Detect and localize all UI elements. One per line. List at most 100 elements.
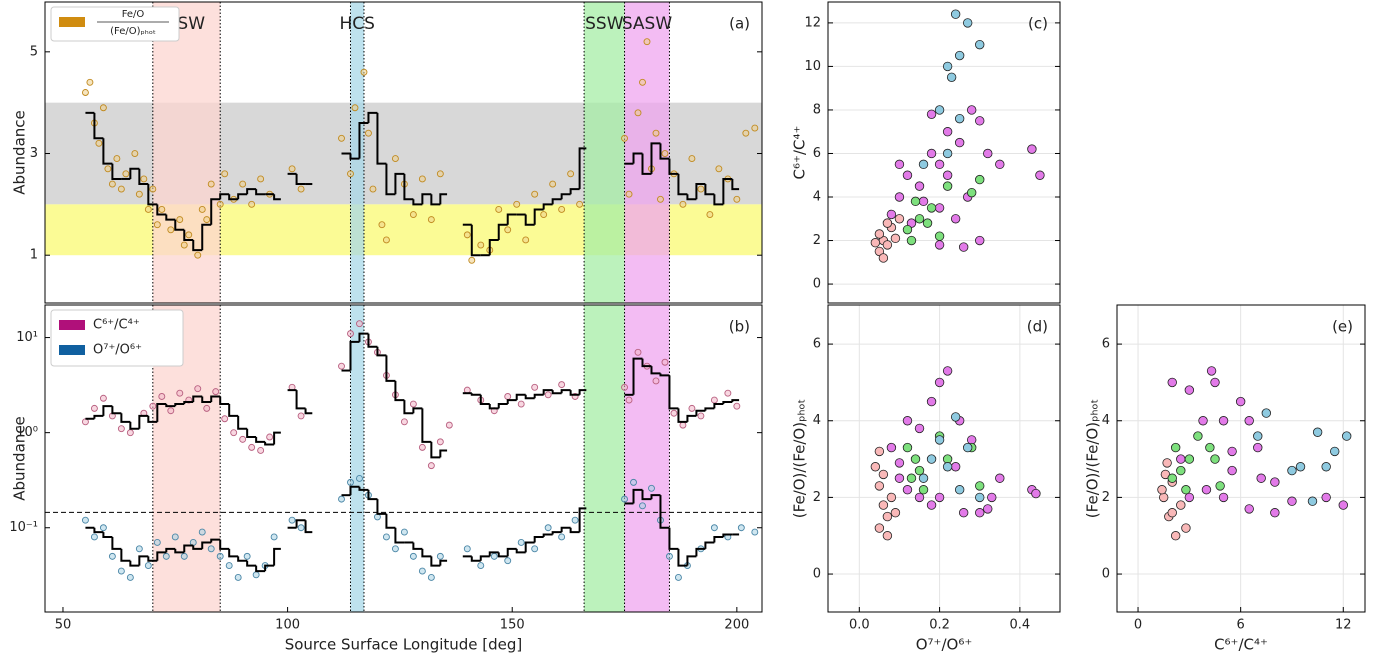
- panel-label: (b): [729, 318, 750, 336]
- step-line: [439, 193, 448, 205]
- point: [950, 412, 961, 422]
- step-line: [641, 153, 652, 175]
- step-line: [394, 172, 405, 195]
- point: [400, 418, 408, 426]
- y-tick-label: 0: [813, 277, 821, 292]
- x-tick-label: 0.4: [1010, 618, 1031, 633]
- point: [918, 196, 929, 207]
- point: [1270, 508, 1280, 518]
- region: [350, 305, 364, 612]
- point: [926, 396, 937, 407]
- point: [391, 155, 399, 163]
- step-line: [421, 548, 432, 558]
- point: [126, 574, 134, 581]
- panel-label: (c): [1028, 15, 1048, 33]
- point: [962, 18, 973, 28]
- point: [144, 205, 152, 213]
- point: [1270, 477, 1280, 487]
- step-line: [201, 541, 212, 549]
- x-tick-label: 0: [1134, 618, 1142, 633]
- point: [221, 170, 229, 178]
- point: [230, 429, 238, 437]
- step-line: [551, 198, 562, 205]
- y-tick-label: 2: [813, 233, 821, 248]
- step-line: [273, 431, 281, 445]
- point: [171, 533, 179, 541]
- point: [198, 528, 206, 536]
- point: [239, 435, 247, 443]
- point: [531, 545, 539, 553]
- point: [212, 388, 220, 396]
- step-line: [722, 177, 733, 205]
- point: [382, 236, 390, 244]
- step-line: [165, 214, 176, 221]
- step-line: [304, 408, 313, 415]
- y-tick-label: 8: [813, 102, 821, 117]
- point: [427, 574, 435, 581]
- point: [914, 181, 925, 191]
- point: [958, 242, 969, 252]
- step-line: [542, 203, 553, 210]
- point: [153, 539, 161, 546]
- point: [1253, 442, 1263, 453]
- point: [886, 442, 897, 453]
- step-line: [102, 138, 113, 165]
- point: [1261, 408, 1272, 418]
- point: [942, 148, 953, 159]
- y-axis-label: Abundance: [11, 110, 29, 195]
- step-line: [165, 404, 176, 408]
- plot-area: [828, 305, 1060, 612]
- point: [517, 539, 525, 546]
- point: [751, 124, 759, 132]
- point: [198, 205, 206, 213]
- point: [144, 562, 152, 570]
- point: [104, 165, 112, 173]
- point: [418, 175, 426, 183]
- point: [382, 533, 390, 541]
- point: [882, 218, 893, 228]
- step-line: [470, 556, 481, 562]
- legend-swatch: [59, 345, 85, 355]
- point: [576, 200, 584, 208]
- point: [1170, 531, 1181, 541]
- point: [934, 377, 945, 388]
- point: [1210, 377, 1220, 388]
- point: [288, 516, 296, 524]
- step-line: [264, 564, 275, 572]
- point: [297, 524, 305, 532]
- point: [1341, 431, 1352, 441]
- point: [544, 391, 552, 399]
- point: [504, 226, 512, 234]
- step-line: [560, 193, 571, 200]
- point: [634, 348, 642, 356]
- point: [531, 190, 539, 198]
- point: [724, 389, 732, 397]
- step-line: [421, 408, 432, 443]
- region-label: SSW: [585, 14, 624, 34]
- point: [733, 195, 741, 203]
- point: [463, 545, 471, 553]
- step-line: [488, 238, 499, 256]
- x-tick-label: 150: [500, 618, 525, 633]
- point: [926, 203, 937, 213]
- point: [257, 175, 265, 183]
- step-line: [722, 533, 733, 537]
- point: [934, 105, 945, 115]
- point: [1181, 523, 1191, 533]
- point: [1157, 485, 1167, 495]
- x-tick-label: 0.0: [849, 618, 870, 633]
- frame: [827, 304, 1061, 613]
- step-line: [376, 112, 387, 165]
- panel: 0 2 4 6 8 10 12 (c) C⁶⁺/C⁴⁺: [791, 1, 1061, 304]
- point: [995, 159, 1005, 170]
- region: [350, 2, 364, 303]
- step-line: [174, 548, 185, 554]
- point: [558, 533, 566, 541]
- point: [1244, 416, 1254, 426]
- point: [1176, 454, 1186, 464]
- frame: [44, 1, 763, 304]
- point: [657, 195, 664, 203]
- step-line: [192, 395, 203, 403]
- point: [297, 412, 305, 420]
- region: [624, 305, 670, 612]
